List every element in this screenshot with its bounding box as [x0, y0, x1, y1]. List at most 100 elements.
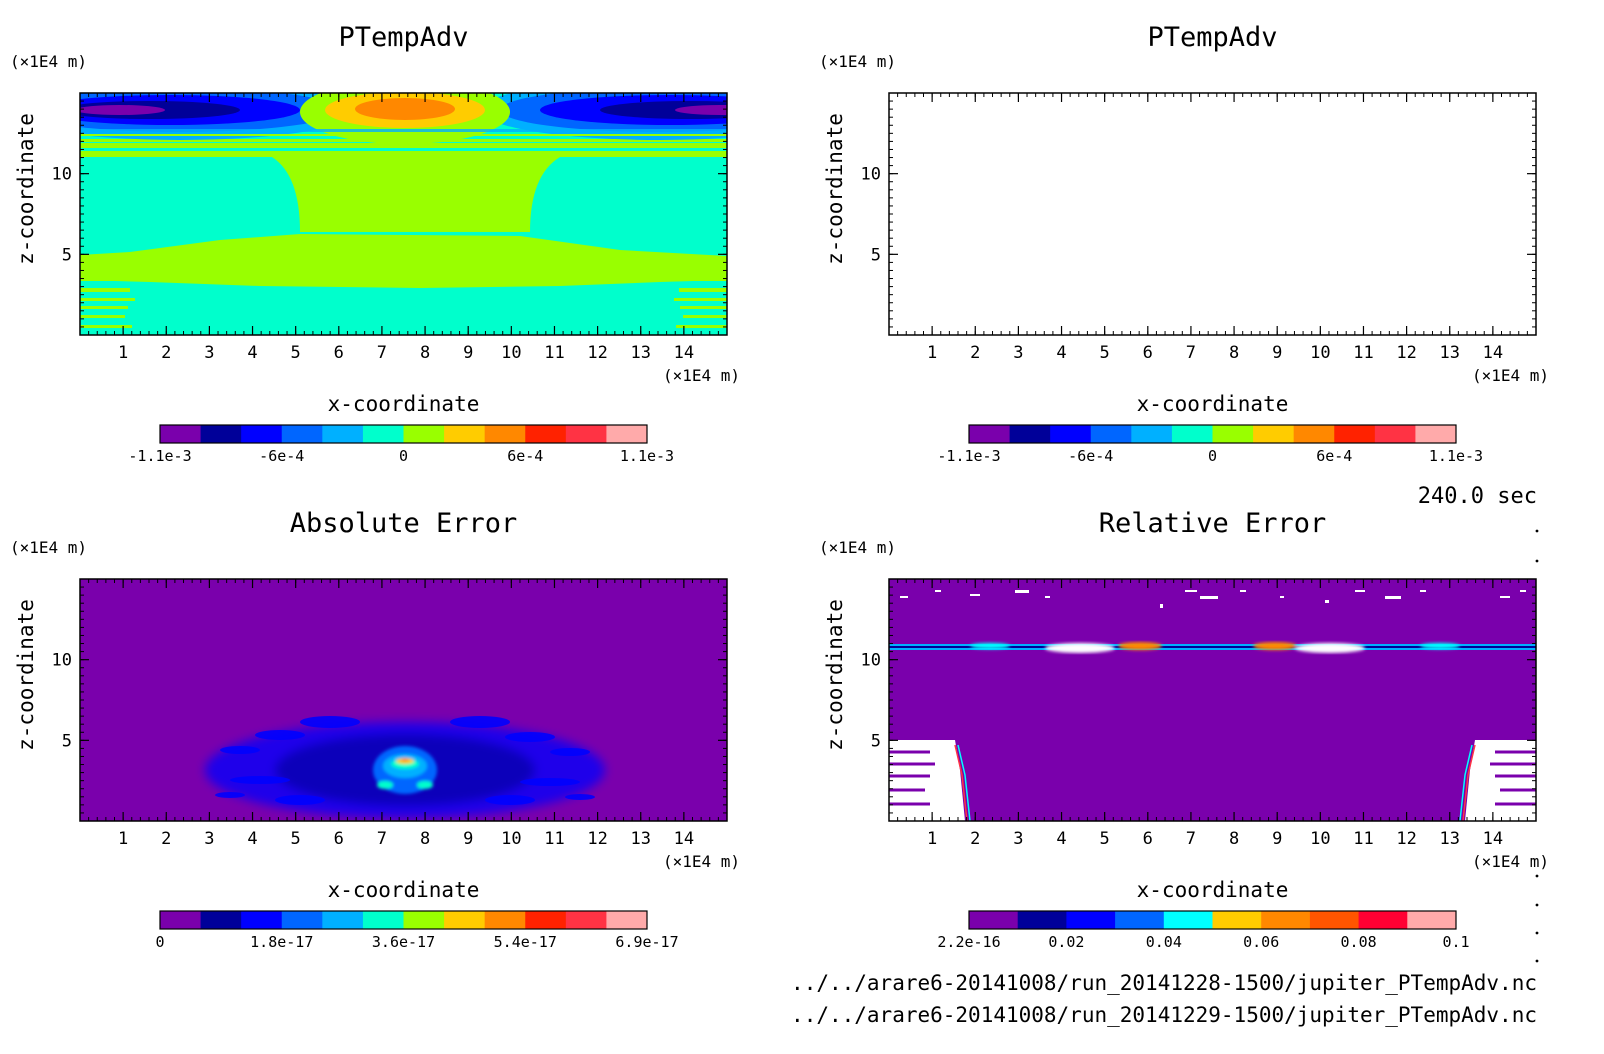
colorbar-swatch — [362, 425, 404, 443]
x-axis-label: x-coordinate — [1137, 392, 1289, 416]
colorbar-tick-label: 1.8e-17 — [250, 933, 313, 951]
x-tick-label: 14 — [1483, 829, 1503, 849]
colorbar-swatch — [241, 911, 283, 929]
colorbar-tick-label: 6e-4 — [507, 447, 543, 465]
x-tick-label: 10 — [1310, 829, 1330, 849]
colorbar-swatch — [322, 911, 364, 929]
y-axis-label: z-coordinate — [14, 113, 38, 265]
x-tick-label: 3 — [204, 343, 214, 363]
colorbar-swatch — [1090, 425, 1132, 443]
x-tick-label: 3 — [1013, 343, 1023, 363]
x-tick-label: 2 — [161, 343, 171, 363]
margin-dots — [1535, 529, 1539, 963]
x-tick-label: 5 — [1100, 343, 1110, 363]
x-tick-label: 8 — [420, 343, 430, 363]
colorbar-swatch — [606, 425, 648, 443]
y-axis-label: z-coordinate — [14, 599, 38, 751]
x-tick-label: 13 — [1439, 343, 1459, 363]
y-tick-label: 5 — [871, 245, 881, 265]
x-tick-label: 8 — [1229, 343, 1239, 363]
colorbar-swatch — [1261, 911, 1311, 929]
colorbar-swatch — [969, 425, 1011, 443]
colorbar-swatch — [484, 425, 526, 443]
colorbar-tick-label: 0 — [399, 447, 408, 465]
colorbar-swatch — [403, 425, 445, 443]
colorbar-swatch — [241, 425, 283, 443]
x-tick-label: 7 — [1186, 343, 1196, 363]
x-tick-label: 9 — [463, 829, 473, 849]
colorbar-swatch — [525, 425, 567, 443]
colorbar-tick-label: 1.1e-3 — [1429, 447, 1483, 465]
x-tick-label: 3 — [204, 829, 214, 849]
colorbar-swatch — [484, 911, 526, 929]
x-tick-label: 1 — [118, 829, 128, 849]
colorbar-swatch — [1293, 425, 1335, 443]
file-path-1: ../../arare6-20141008/run_20141228-1500/… — [791, 971, 1537, 995]
y-tick-label: 5 — [62, 245, 72, 265]
x-tick-label: 3 — [1013, 829, 1023, 849]
y-unit-label: (×1E4 m) — [819, 538, 896, 557]
colorbar-frame — [159, 910, 648, 930]
colorbar-swatch — [565, 911, 607, 929]
x-tick-label: 13 — [630, 343, 650, 363]
colorbar-tick-label: -1.1e-3 — [937, 447, 1000, 465]
x-tick-label: 10 — [1310, 343, 1330, 363]
colorbar-tick-label: 0 — [1208, 447, 1217, 465]
y-axis-label: z-coordinate — [823, 113, 847, 265]
plot-frame — [888, 92, 1537, 336]
colorbar-frame — [159, 424, 648, 444]
colorbar-swatch — [281, 425, 323, 443]
colorbar-swatch — [1334, 425, 1376, 443]
chart-title: Absolute Error — [290, 508, 518, 539]
colorbar-tick-label: 2.2e-16 — [937, 933, 1000, 951]
colorbar-swatch — [525, 911, 567, 929]
colorbar-swatch — [1066, 911, 1116, 929]
y-tick-label: 10 — [861, 651, 881, 671]
x-tick-label: 7 — [1186, 829, 1196, 849]
colorbar-swatch — [1253, 425, 1295, 443]
x-axis-label: x-coordinate — [1137, 878, 1289, 902]
x-tick-label: 14 — [674, 343, 694, 363]
x-tick-label: 8 — [420, 829, 430, 849]
x-tick-label: 13 — [630, 829, 650, 849]
colorbar-tick-label: -6e-4 — [1068, 447, 1113, 465]
x-tick-label: 6 — [334, 343, 344, 363]
panel-ptempadv-left-field — [80, 93, 727, 335]
x-tick-label: 11 — [1353, 343, 1373, 363]
x-axis-label: x-coordinate — [328, 878, 480, 902]
colorbar-swatch — [1115, 911, 1165, 929]
colorbar-swatch — [1358, 911, 1408, 929]
colorbar-tick-label: -1.1e-3 — [128, 447, 191, 465]
colorbar-frame — [968, 424, 1457, 444]
colorbar-tick-label: 0 — [155, 933, 164, 951]
panel-relative-error-field — [889, 579, 1536, 821]
colorbar-tick-label: 6e-4 — [1316, 447, 1352, 465]
x-tick-label: 12 — [1396, 829, 1416, 849]
colorbar-swatch — [1009, 425, 1051, 443]
colorbar-swatch — [322, 425, 364, 443]
colorbar-swatch — [1309, 911, 1360, 929]
x-tick-label: 11 — [544, 829, 564, 849]
chart-title: PTempAdv — [338, 22, 468, 53]
x-tick-label: 7 — [377, 343, 387, 363]
x-tick-label: 8 — [1229, 829, 1239, 849]
colorbar-tick-label: 3.6e-17 — [372, 933, 435, 951]
colorbar-tick-label: 0.06 — [1243, 933, 1279, 951]
x-tick-label: 1 — [927, 343, 937, 363]
y-unit-label: (×1E4 m) — [10, 538, 87, 557]
colorbar-swatch — [565, 425, 607, 443]
x-tick-label: 2 — [161, 829, 171, 849]
x-tick-label: 14 — [1483, 343, 1503, 363]
y-unit-label: (×1E4 m) — [10, 52, 87, 71]
colorbar-swatch — [1131, 425, 1173, 443]
y-tick-label: 5 — [62, 731, 72, 751]
panel-absolute-error-field — [80, 579, 727, 821]
colorbar-swatch — [281, 911, 323, 929]
colorbar-tick-label: 6.9e-17 — [615, 933, 678, 951]
x-tick-label: 6 — [1143, 343, 1153, 363]
file-path-2: ../../arare6-20141008/run_20141229-1500/… — [791, 1003, 1537, 1027]
colorbar-swatch — [160, 911, 202, 929]
x-tick-label: 12 — [587, 343, 607, 363]
